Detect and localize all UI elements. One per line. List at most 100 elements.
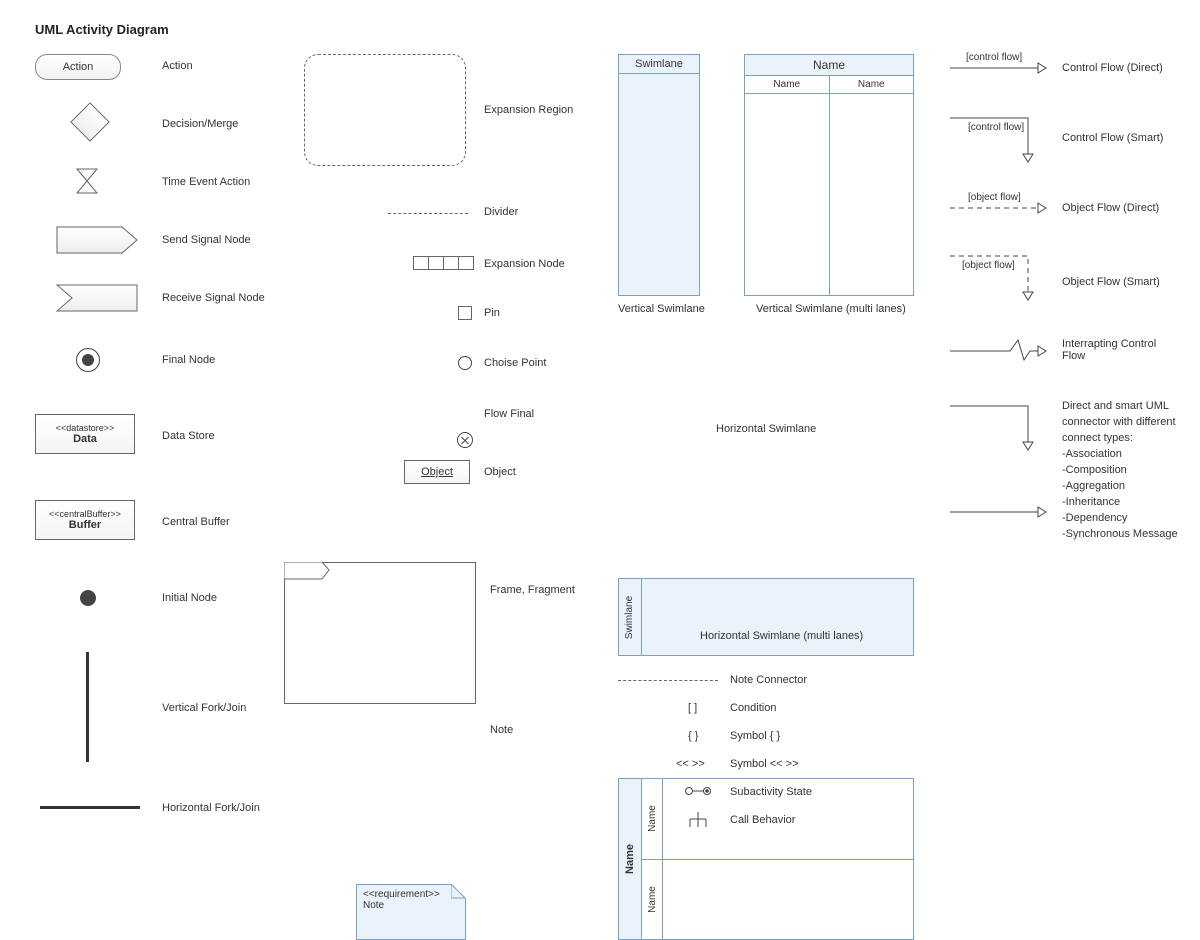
control-flow-smart-tag: [control flow] xyxy=(968,122,1024,133)
divider-shape xyxy=(388,213,468,214)
connector-i3: -Aggregation xyxy=(1062,480,1125,492)
note-connector-label: Note Connector xyxy=(730,674,807,686)
symbol-braces-sym: { } xyxy=(688,730,698,742)
object-flow-direct-tag: [object flow] xyxy=(968,192,1021,203)
control-flow-smart-shape xyxy=(948,112,1048,169)
horizontal-swimlane-multi-shape: Name Name Name xyxy=(618,778,914,940)
central-buffer-shape: <<centralBuffer>> Buffer xyxy=(35,500,135,540)
action-label: Action xyxy=(162,60,193,72)
expansion-node-label: Expansion Node xyxy=(484,258,565,270)
horizontal-swimlane-label: Horizontal Swimlane xyxy=(716,423,816,435)
connector-i5: -Dependency xyxy=(1062,512,1127,524)
receive-signal-shape xyxy=(56,284,136,310)
datastore-stereo: <<datastore>> xyxy=(56,423,115,433)
initial-node-label: Initial Node xyxy=(162,592,217,604)
decision-label: Decision/Merge xyxy=(162,118,238,130)
note-label: Note xyxy=(490,724,513,736)
vertical-swimlane-multi-col1: Name xyxy=(745,76,829,94)
horizontal-swimlane-shape: Swimlane xyxy=(618,578,914,656)
final-node-label: Final Node xyxy=(162,354,215,366)
connector-i1: -Association xyxy=(1062,448,1122,460)
connector-smart-arrow xyxy=(948,400,1048,457)
symbol-angle-sym: << >> xyxy=(676,758,705,770)
horizontal-swimlane-multi-row2: Name xyxy=(647,886,658,913)
expansion-region-label: Expansion Region xyxy=(484,104,573,116)
choise-point-shape xyxy=(458,356,472,370)
datastore-label: Data Store xyxy=(162,430,215,442)
note-stereo: <<requirement>> xyxy=(363,889,459,900)
central-buffer-stereo: <<centralBuffer>> xyxy=(49,509,121,519)
control-flow-direct-tag: [control flow] xyxy=(966,52,1022,63)
note-text: Note xyxy=(363,900,459,911)
time-event-label: Time Event Action xyxy=(162,176,250,188)
interrupting-flow-shape xyxy=(948,336,1048,369)
vertical-swimlane-multi-col2: Name xyxy=(830,76,914,94)
connector-desc2: connector with different xyxy=(1062,416,1176,428)
central-buffer-label: Central Buffer xyxy=(162,516,230,528)
divider-label: Divider xyxy=(484,206,518,218)
connector-i2: -Composition xyxy=(1062,464,1127,476)
receive-signal-label: Receive Signal Node xyxy=(162,292,265,304)
vertical-swimlane-multi-label: Vertical Swimlane (multi lanes) xyxy=(756,303,906,315)
vertical-fork-label: Vertical Fork/Join xyxy=(162,702,246,714)
symbol-angle-label: Symbol << >> xyxy=(730,758,799,770)
decision-shape xyxy=(70,102,110,142)
condition-label: Condition xyxy=(730,702,776,714)
object-shape: Object xyxy=(404,460,470,484)
frame-label: Frame, Fragment xyxy=(490,584,575,596)
horizontal-fork-label: Horizontal Fork/Join xyxy=(162,802,260,814)
time-event-shape xyxy=(76,168,98,197)
connector-i6: -Synchronous Message xyxy=(1062,528,1178,540)
frame-shape xyxy=(284,562,476,704)
connector-desc1: Direct and smart UML xyxy=(1062,400,1169,412)
send-signal-shape xyxy=(56,226,136,252)
horizontal-fork-shape xyxy=(40,806,140,809)
final-node-shape xyxy=(76,348,100,372)
call-behavior-icon xyxy=(688,812,708,831)
connector-direct-arrow xyxy=(948,500,1048,527)
object-label: Object xyxy=(484,466,516,478)
horizontal-swimlane-multi-side: Name xyxy=(624,844,636,874)
datastore-shape: <<datastore>> Data xyxy=(35,414,135,454)
initial-node-shape xyxy=(80,590,96,606)
vertical-swimlane-multi-shape: Name Name Name xyxy=(744,54,914,296)
object-flow-smart-shape xyxy=(948,250,1048,307)
send-signal-label: Send Signal Node xyxy=(162,234,251,246)
object-flow-smart-tag: [object flow] xyxy=(962,260,1015,271)
control-flow-smart-label: Control Flow (Smart) xyxy=(1062,132,1163,144)
expansion-node-shape xyxy=(414,256,474,270)
horizontal-swimlane-multi-label: Horizontal Swimlane (multi lanes) xyxy=(700,630,863,642)
interrupting-flow-label: Interrapting Control Flow xyxy=(1062,338,1182,362)
vertical-swimlane-head: Swimlane xyxy=(619,55,699,74)
flow-final-label: Flow Final xyxy=(484,408,534,420)
action-shape: Action xyxy=(35,54,121,80)
pin-label: Pin xyxy=(484,307,500,319)
connector-desc3: connect types: xyxy=(1062,432,1133,444)
expansion-region-shape xyxy=(304,54,466,166)
horizontal-swimlane-multi-row1: Name xyxy=(647,805,658,832)
object-text: Object xyxy=(421,466,453,478)
action-text: Action xyxy=(63,61,94,73)
condition-sym: [ ] xyxy=(688,702,697,714)
call-behavior-label: Call Behavior xyxy=(730,814,795,826)
subactivity-label: Subactivity State xyxy=(730,786,812,798)
note-shape: <<requirement>> Note xyxy=(356,884,466,940)
choise-point-label: Choise Point xyxy=(484,357,546,369)
vertical-fork-shape xyxy=(86,652,89,762)
page-title: UML Activity Diagram xyxy=(35,22,169,37)
vertical-swimlane-multi-head: Name xyxy=(745,55,913,76)
datastore-text: Data xyxy=(73,433,97,445)
object-flow-direct-label: Object Flow (Direct) xyxy=(1062,202,1159,214)
control-flow-direct-label: Control Flow (Direct) xyxy=(1062,62,1163,74)
pin-shape xyxy=(458,306,472,320)
horizontal-swimlane-side: Swimlane xyxy=(625,595,636,638)
note-connector-shape xyxy=(618,680,718,681)
subactivity-icon xyxy=(684,784,712,801)
symbol-braces-label: Symbol { } xyxy=(730,730,780,742)
vertical-swimlane-shape: Swimlane xyxy=(618,54,700,296)
flow-final-shape xyxy=(457,432,473,448)
central-buffer-text: Buffer xyxy=(69,519,101,531)
connector-i4: -Inheritance xyxy=(1062,496,1120,508)
object-flow-smart-label: Object Flow (Smart) xyxy=(1062,276,1160,288)
vertical-swimlane-label: Vertical Swimlane xyxy=(618,303,705,315)
